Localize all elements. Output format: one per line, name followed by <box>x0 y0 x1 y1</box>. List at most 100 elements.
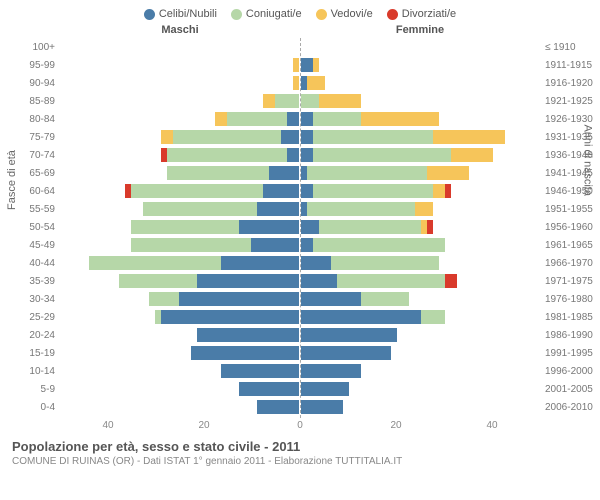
age-label: 85-89 <box>10 96 55 107</box>
bar-segment <box>301 58 313 72</box>
stacked-bar <box>118 273 300 289</box>
bar-segment <box>275 94 299 108</box>
bar-segment <box>433 184 445 198</box>
bar-segment <box>221 256 299 270</box>
bar-segment <box>301 112 313 126</box>
bar-segment <box>301 148 313 162</box>
stacked-bar <box>300 381 350 397</box>
legend-item: Celibi/Nubili <box>144 8 217 20</box>
birth-year-label: 1951-1955 <box>545 204 600 215</box>
female-half <box>300 92 540 110</box>
male-half <box>60 290 300 308</box>
bar-segment <box>89 256 221 270</box>
female-half <box>300 308 540 326</box>
stacked-bar <box>256 399 300 415</box>
bar-segment <box>173 130 281 144</box>
stacked-bar <box>300 147 494 163</box>
birth-year-label: 1966-1970 <box>545 258 600 269</box>
stacked-bar <box>190 345 300 361</box>
bar-segment <box>287 148 299 162</box>
male-half <box>60 218 300 236</box>
female-half <box>300 326 540 344</box>
female-half <box>300 344 540 362</box>
bar-segment <box>251 238 299 252</box>
stacked-bar <box>262 93 300 109</box>
male-half <box>60 236 300 254</box>
stacked-bar <box>292 75 300 91</box>
birth-year-label: 1936-1940 <box>545 150 600 161</box>
bar-segment <box>301 274 337 288</box>
birth-year-label: 1926-1930 <box>545 114 600 125</box>
bar-segment <box>319 94 361 108</box>
birth-year-label: 1941-1945 <box>545 168 600 179</box>
stacked-bar <box>300 165 470 181</box>
birth-year-label: 1916-1920 <box>545 78 600 89</box>
male-half <box>60 146 300 164</box>
bar-segment <box>415 202 433 216</box>
age-label: 75-79 <box>10 132 55 143</box>
center-divider <box>300 38 301 418</box>
stacked-bar <box>300 219 434 235</box>
bar-segment <box>301 382 349 396</box>
bar-segment <box>131 220 239 234</box>
age-label: 90-94 <box>10 78 55 89</box>
age-label: 35-39 <box>10 276 55 287</box>
bar-segment <box>191 346 299 360</box>
male-half <box>60 308 300 326</box>
female-half <box>300 398 540 416</box>
legend: Celibi/NubiliConiugati/eVedovi/eDivorzia… <box>0 0 600 24</box>
bar-segment <box>301 256 331 270</box>
bar-segment <box>313 238 445 252</box>
bar-segment <box>131 238 251 252</box>
male-half <box>60 344 300 362</box>
stacked-bar <box>160 147 300 163</box>
stacked-bar <box>300 183 452 199</box>
bar-segment <box>197 274 299 288</box>
stacked-bar <box>238 381 300 397</box>
legend-dot-icon <box>387 9 398 20</box>
male-half <box>60 254 300 272</box>
bar-segment <box>263 94 275 108</box>
age-label: 45-49 <box>10 240 55 251</box>
male-half <box>60 398 300 416</box>
bar-segment <box>307 166 427 180</box>
bar-segment <box>421 310 445 324</box>
stacked-bar <box>292 57 300 73</box>
stacked-bar <box>300 291 410 307</box>
bar-segment <box>301 400 343 414</box>
age-label: 10-14 <box>10 366 55 377</box>
female-half <box>300 164 540 182</box>
stacked-bar <box>300 75 326 91</box>
stacked-bar <box>166 165 300 181</box>
legend-item: Vedovi/e <box>316 8 373 20</box>
bar-segment <box>239 382 299 396</box>
male-half <box>60 110 300 128</box>
age-label: 40-44 <box>10 258 55 269</box>
bar-segment <box>143 202 257 216</box>
stacked-bar <box>196 327 300 343</box>
header-male: Maschi <box>60 24 300 36</box>
axis-tick: 20 <box>348 420 444 431</box>
birth-year-label: 1946-1950 <box>545 186 600 197</box>
birth-year-label: 1921-1925 <box>545 96 600 107</box>
bar-segment <box>433 130 505 144</box>
bar-segment <box>161 130 173 144</box>
bar-segment <box>257 400 299 414</box>
stacked-bar <box>300 93 362 109</box>
age-label: 5-9 <box>10 384 55 395</box>
female-half <box>300 146 540 164</box>
bar-segment <box>197 328 299 342</box>
axis-tick: 0 <box>252 420 348 431</box>
bar-segment <box>293 76 299 90</box>
stacked-bar <box>300 309 446 325</box>
age-label: 15-19 <box>10 348 55 359</box>
bar-segment <box>227 112 287 126</box>
female-half <box>300 272 540 290</box>
stacked-bar <box>300 57 320 73</box>
stacked-bar <box>214 111 300 127</box>
stacked-bar <box>148 291 300 307</box>
bar-segment <box>319 220 421 234</box>
bar-segment <box>221 364 299 378</box>
legend-label: Divorziati/e <box>402 8 456 20</box>
female-half <box>300 38 540 56</box>
